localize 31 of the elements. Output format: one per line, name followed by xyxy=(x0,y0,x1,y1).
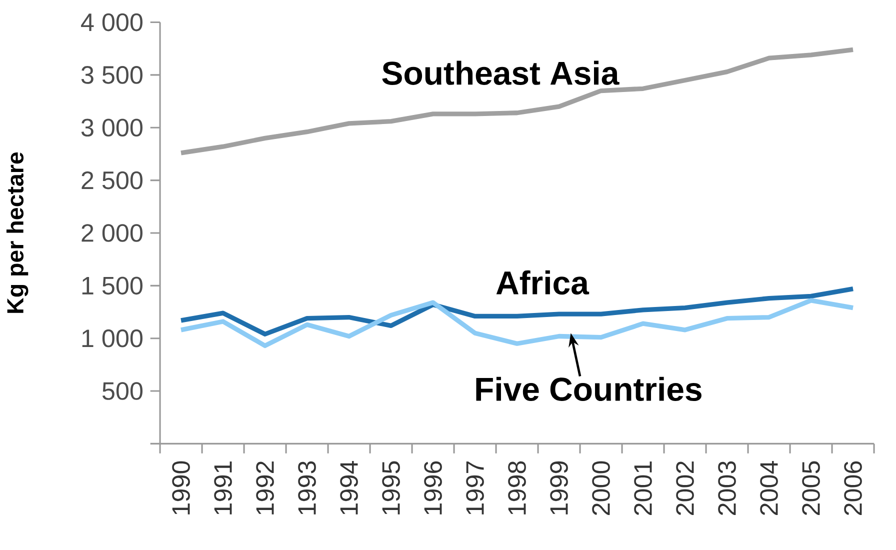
y-tick-label: 2 500 xyxy=(82,171,142,190)
x-tick-label: 1995 xyxy=(382,461,400,514)
y-tick-label: 2 000 xyxy=(82,224,142,242)
x-tick-label: 1999 xyxy=(550,461,568,514)
x-tick-label: 2006 xyxy=(844,461,862,515)
x-tick-label: 1996 xyxy=(424,461,442,514)
y-tick-label: 1 000 xyxy=(82,329,142,348)
x-tick-label: 2002 xyxy=(676,461,694,515)
x-tick-label: 2004 xyxy=(760,460,778,515)
series-label: Africa xyxy=(496,270,590,294)
y-tick-label: 3 500 xyxy=(81,66,142,84)
x-tick-label: 1990 xyxy=(172,461,190,514)
y-tick-label: 4 000 xyxy=(81,13,142,32)
x-tick-label: 1994 xyxy=(340,460,358,514)
y-tick-label: 500 xyxy=(102,382,143,400)
x-tick-label: 1991 xyxy=(214,461,232,514)
x-tick-label: 2005 xyxy=(802,461,820,515)
line-series xyxy=(178,298,856,348)
y-tick-label: 1 500 xyxy=(82,276,142,294)
x-tick-label: 2001 xyxy=(634,461,652,515)
x-tick-label: 1993 xyxy=(298,461,316,514)
x-tick-label: 2000 xyxy=(592,461,610,515)
x-tick-label: 1998 xyxy=(508,461,526,514)
series-label: Southeast Asia xyxy=(382,60,620,85)
x-tick-label: 1997 xyxy=(466,461,484,514)
y-axis-title: Kg per hectare xyxy=(6,152,28,313)
x-tick-label: 2003 xyxy=(718,461,736,515)
line-series xyxy=(178,47,856,156)
series-label: Five Countries xyxy=(476,376,702,401)
x-tick-label: 1992 xyxy=(256,461,274,514)
y-tick-label: 3 000 xyxy=(81,118,142,136)
